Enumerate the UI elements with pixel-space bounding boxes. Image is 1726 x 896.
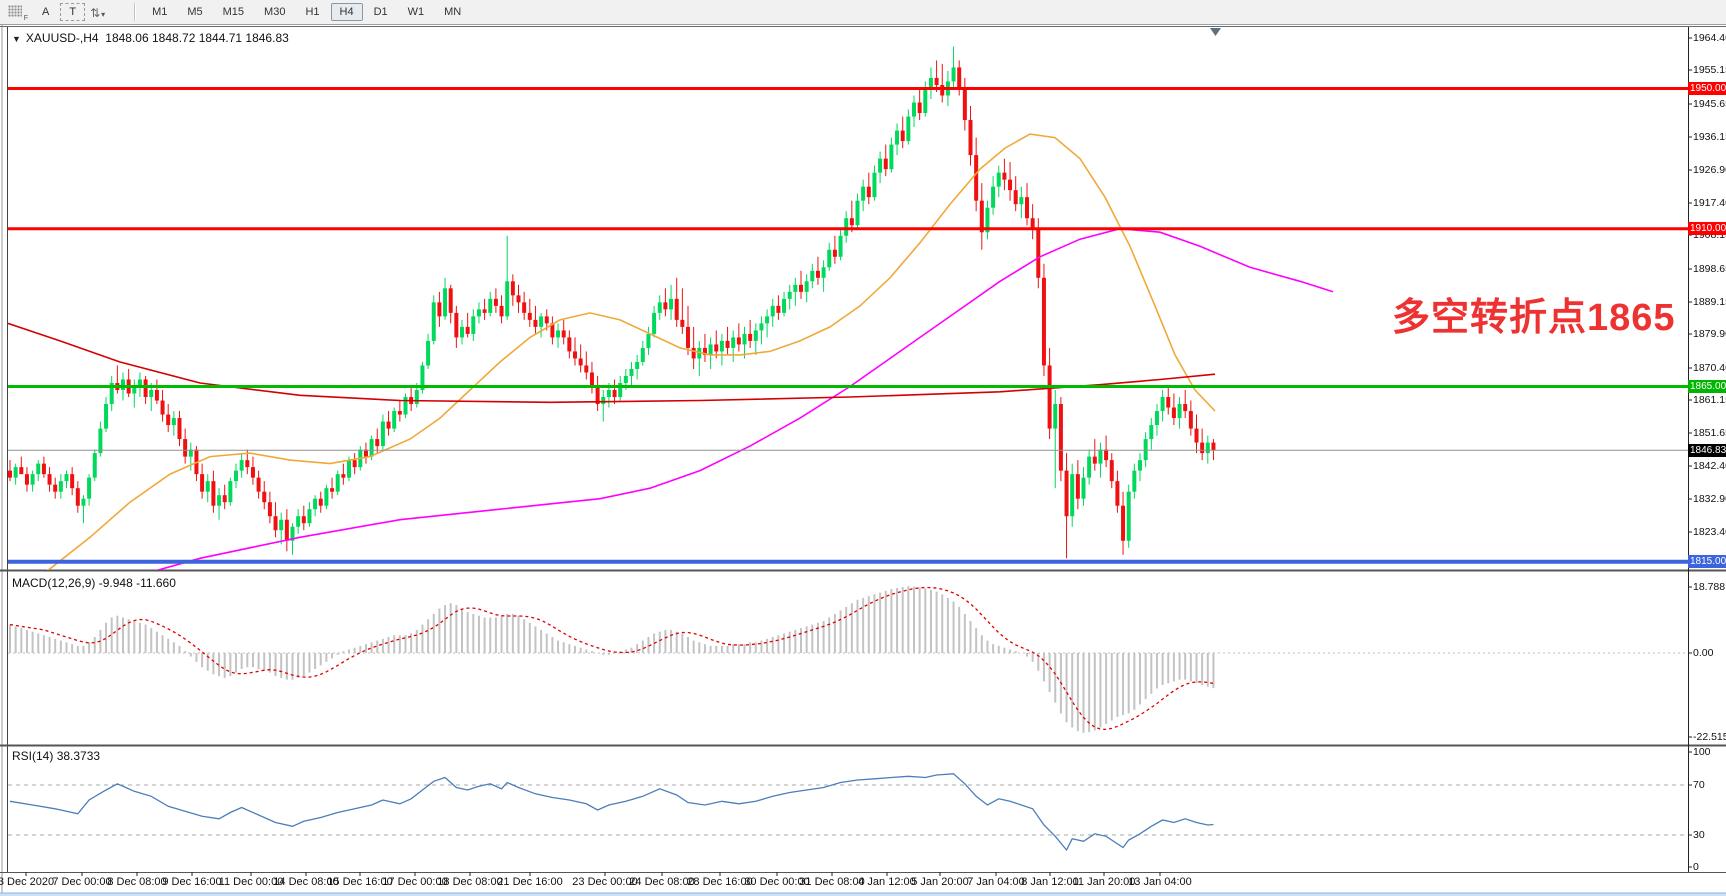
date-axis-label: 17 Dec 00:00 bbox=[382, 876, 448, 888]
grid-dots-icon bbox=[8, 5, 22, 17]
ohlc-quote: 1848.06 1848.72 1844.71 1846.83 bbox=[105, 31, 289, 45]
price-axis-label: 1870.40 bbox=[1693, 362, 1726, 374]
date-axis-label: 24 Dec 08:00 bbox=[629, 876, 695, 888]
tf-h1-button[interactable]: H1 bbox=[296, 3, 328, 21]
price-axis-label: 1832.90 bbox=[1693, 493, 1726, 505]
price-axis-label: 1936.15 bbox=[1693, 131, 1726, 143]
tf-m30-button[interactable]: M30 bbox=[255, 3, 294, 21]
arrows-icon: ⇅ bbox=[90, 6, 101, 20]
date-axis-label: 14 Dec 08:00 bbox=[273, 876, 339, 888]
date-axis-label: 5 Jan 20:00 bbox=[911, 876, 969, 888]
date-axis-label: 21 Dec 16:00 bbox=[497, 876, 563, 888]
symbols-tool-button[interactable]: ⇅▾ bbox=[90, 4, 124, 20]
macd-axis-label: 0.00 bbox=[1693, 647, 1714, 659]
tf-h4-button[interactable]: H4 bbox=[330, 3, 363, 21]
price-level-badge: 1846.83 bbox=[1688, 443, 1726, 457]
toolbar: F A T ⇅▾ M1 M5 M15 M30 H1 H4 D1 W1 MN bbox=[0, 0, 1726, 25]
price-axis-label: 1955.15 bbox=[1693, 64, 1726, 76]
tf-w1-button[interactable]: W1 bbox=[399, 3, 434, 21]
date-axis-label: 31 Dec 08:00 bbox=[799, 876, 865, 888]
date-axis-label: 30 Dec 00:00 bbox=[744, 876, 810, 888]
tf-m1-button[interactable]: M1 bbox=[143, 3, 176, 21]
price-axis-label: 1889.15 bbox=[1693, 296, 1726, 308]
date-axis-label: 13 Jan 04:00 bbox=[1128, 876, 1192, 888]
price-axis-label: 1964.40 bbox=[1693, 32, 1726, 44]
rsi-value: 38.3733 bbox=[56, 749, 101, 763]
date-axis-label: 4 Jan 12:00 bbox=[858, 876, 916, 888]
date-axis-label: 8 Dec 08:00 bbox=[107, 876, 167, 888]
macd-axis-label: -22.515 bbox=[1693, 731, 1726, 743]
date-axis-label: 7 Dec 00:00 bbox=[52, 876, 112, 888]
date-axis-label: 18 Dec 08:00 bbox=[437, 876, 503, 888]
price-level-badge: 1865.00 bbox=[1688, 379, 1726, 393]
tf-m5-button[interactable]: M5 bbox=[178, 3, 211, 21]
macd-axis-label: 18.788 bbox=[1693, 581, 1726, 593]
price-axis-label: 1917.40 bbox=[1693, 197, 1726, 209]
date-axis-label: 11 Dec 00:00 bbox=[218, 876, 284, 888]
tf-d1-button[interactable]: D1 bbox=[365, 3, 397, 21]
symbol-dropdown-icon[interactable]: ▼ bbox=[12, 34, 21, 44]
rsi-axis-label: 70 bbox=[1693, 779, 1705, 791]
price-axis-label: 1898.65 bbox=[1693, 263, 1726, 275]
rsi-axis-label: 30 bbox=[1693, 829, 1705, 841]
date-axis-label: 8 Jan 12:00 bbox=[1021, 876, 1079, 888]
chart-annotation-text: 多空转折点1865 bbox=[1392, 297, 1676, 339]
text-tool-button[interactable]: T bbox=[60, 3, 86, 21]
chart-shift-icon[interactable]: F bbox=[8, 4, 28, 22]
date-axis-label: 9 Dec 16:00 bbox=[162, 876, 222, 888]
date-axis-label: 7 Jan 04:00 bbox=[967, 876, 1025, 888]
tf-mn-button[interactable]: MN bbox=[435, 3, 470, 21]
rsi-indicator-label: RSI(14) 38.3733 bbox=[12, 749, 101, 763]
rsi-axis-label: 0 bbox=[1693, 861, 1699, 873]
macd-signal-value: -11.660 bbox=[136, 576, 176, 590]
price-axis-label: 1823.40 bbox=[1693, 526, 1726, 538]
price-level-badge: 1950.00 bbox=[1688, 81, 1726, 95]
price-level-badge: 1815.00 bbox=[1688, 555, 1726, 569]
date-axis-label: 15 Dec 16:00 bbox=[327, 876, 393, 888]
chevron-down-icon: ▾ bbox=[101, 10, 106, 19]
toolbar-separator bbox=[134, 3, 137, 21]
price-axis-label: 1926.90 bbox=[1693, 164, 1726, 176]
date-axis-label: 3 Dec 2020 bbox=[0, 876, 55, 888]
price-axis-label: 1879.90 bbox=[1693, 328, 1726, 340]
chart-title: ▼ XAUUSD-,H4 1848.06 1848.72 1844.71 1846… bbox=[12, 31, 289, 45]
arrow-tool-button[interactable]: A bbox=[33, 3, 58, 21]
date-axis-label: 11 Jan 20:00 bbox=[1072, 876, 1136, 888]
symbol-timeframe: XAUUSD-,H4 bbox=[25, 31, 99, 45]
price-axis-label: 1861.15 bbox=[1693, 394, 1726, 406]
price-axis-label: 1851.65 bbox=[1693, 427, 1726, 439]
macd-main-value: -9.948 bbox=[98, 576, 133, 590]
price-axis-label: 1945.65 bbox=[1693, 98, 1726, 110]
price-level-badge: 1910.00 bbox=[1688, 222, 1726, 236]
macd-indicator-label: MACD(12,26,9) -9.948 -11.660 bbox=[12, 576, 176, 590]
date-axis-label: 23 Dec 00:00 bbox=[572, 876, 638, 888]
tf-m15-button[interactable]: M15 bbox=[214, 3, 253, 21]
date-axis-label: 28 Dec 16:00 bbox=[687, 876, 753, 888]
rsi-axis-label: 100 bbox=[1693, 746, 1711, 758]
price-axis-label: 1842.40 bbox=[1693, 460, 1726, 472]
